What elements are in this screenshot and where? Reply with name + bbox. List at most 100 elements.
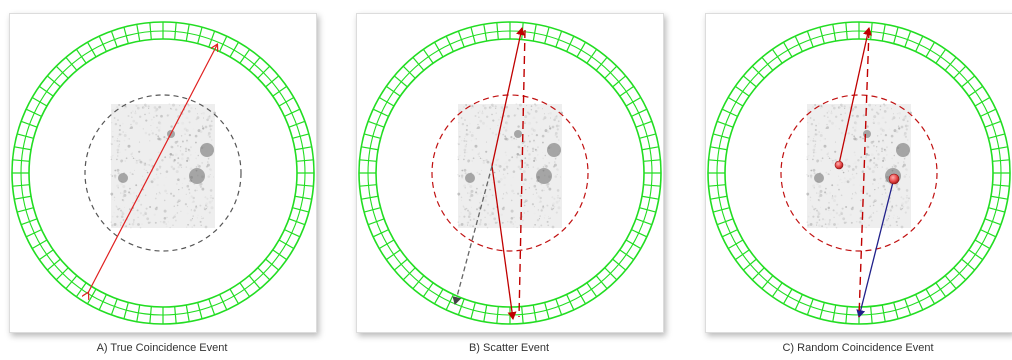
annihilation-point-2 (888, 173, 900, 185)
detector-crystal (742, 258, 757, 271)
tissue-speckle (875, 180, 877, 182)
detector-crystal (532, 24, 537, 42)
tissue-speckle (882, 184, 886, 188)
tissue-speckle (868, 167, 872, 171)
detector-crystal (433, 41, 444, 58)
tissue-speckle (150, 125, 152, 126)
tissue-speckle (468, 210, 471, 213)
tissue-speckle (190, 195, 193, 198)
tissue-speckle (528, 140, 531, 143)
tissue-speckle (500, 213, 503, 216)
tissue-speckle (480, 209, 482, 211)
tissue-speckle (869, 215, 872, 219)
tissue-speckle (118, 140, 121, 143)
detector-crystal (288, 120, 306, 128)
tissue-speckle (533, 206, 535, 208)
tissue-speckle (840, 113, 842, 116)
tissue-speckle (831, 195, 834, 198)
tissue-speckle (846, 164, 850, 168)
tissue-speckle (532, 150, 534, 152)
tissue-speckle (120, 221, 123, 224)
tissue-speckle (844, 112, 846, 114)
tissue-speckle (818, 192, 821, 195)
tissue-speckle (882, 141, 886, 144)
detector-crystal (433, 288, 444, 305)
tissue-speckle (194, 183, 196, 186)
tissue-speckle (458, 135, 461, 138)
tissue-speckle (501, 110, 504, 113)
detector-crystal (612, 258, 627, 271)
tissue-speckle (816, 109, 819, 112)
tissue-speckle (873, 157, 876, 160)
tissue-speckle (896, 112, 899, 115)
tissue-speckle (516, 226, 518, 229)
detector-ring (358, 21, 662, 325)
tissue-speckle (493, 171, 496, 174)
tissue-speckle (148, 152, 151, 155)
tissue-speckle (139, 160, 143, 164)
line-of-response (88, 45, 217, 293)
tissue-speckle (557, 206, 561, 210)
tissue-speckle (882, 156, 886, 160)
tissue-speckle (488, 106, 492, 109)
tissue-speckle (170, 192, 173, 195)
tissue-speckle (886, 209, 888, 211)
tissue-speckle (464, 208, 467, 211)
tissue-speckle (869, 205, 871, 207)
tissue-speckle (116, 155, 119, 157)
tissue-speckle (515, 103, 518, 105)
tissue-speckle (184, 203, 188, 206)
tissue-speckle (110, 192, 114, 196)
detector-crystal (953, 267, 967, 281)
tissue-speckle (483, 160, 485, 162)
tissue-speckle (191, 226, 193, 228)
tissue-speckle (862, 114, 865, 117)
tissue-speckle (840, 131, 844, 135)
tissue-speckle (206, 118, 209, 122)
tissue-speckle (113, 174, 117, 177)
tissue-speckle (146, 217, 150, 221)
tissue-speckle (875, 111, 878, 114)
tissue-speckle (497, 158, 500, 161)
tissue-speckle (504, 121, 508, 125)
detector-crystal (566, 294, 575, 311)
tissue-speckle (137, 104, 139, 106)
tissue-speckle (833, 223, 836, 226)
tissue-speckle (873, 166, 876, 169)
tissue-speckle (897, 187, 901, 191)
tissue-speckle (832, 106, 836, 110)
tissue-speckle (833, 216, 835, 219)
tissue-speckle (816, 221, 819, 224)
tissue-speckle (210, 195, 212, 197)
tissue-speckle (172, 224, 174, 226)
tissue-speckle (825, 192, 828, 195)
tissue-speckle (189, 153, 192, 156)
detector-crystal (219, 294, 228, 311)
tissue-speckle (891, 206, 894, 209)
detector-crystal (445, 35, 454, 52)
tissue-speckle (463, 155, 466, 157)
tissue-speckle (194, 108, 197, 110)
tissue-speckle (491, 179, 494, 182)
tissue-speckle (841, 119, 844, 122)
tissue-speckle (907, 124, 910, 127)
detector-crystal (483, 24, 488, 42)
tissue-hot-spot (547, 143, 561, 157)
tissue-speckle (471, 104, 474, 108)
detector-crystal (935, 282, 947, 298)
tissue-speckle (856, 114, 859, 118)
tissue-speckle (524, 199, 528, 203)
detector-crystal (710, 195, 728, 200)
tissue-speckle (204, 125, 208, 129)
tissue-speckle (510, 137, 514, 141)
tissue-speckle (156, 183, 159, 187)
tissue-speckle (125, 131, 127, 134)
tissue-hot-spot (814, 173, 824, 183)
tissue-speckle (818, 131, 821, 133)
tissue-speckle (144, 131, 148, 135)
tissue-speckle (857, 157, 860, 159)
tissue-speckle (166, 114, 169, 117)
tissue-speckle (483, 106, 487, 110)
tissue-speckle (862, 114, 865, 117)
